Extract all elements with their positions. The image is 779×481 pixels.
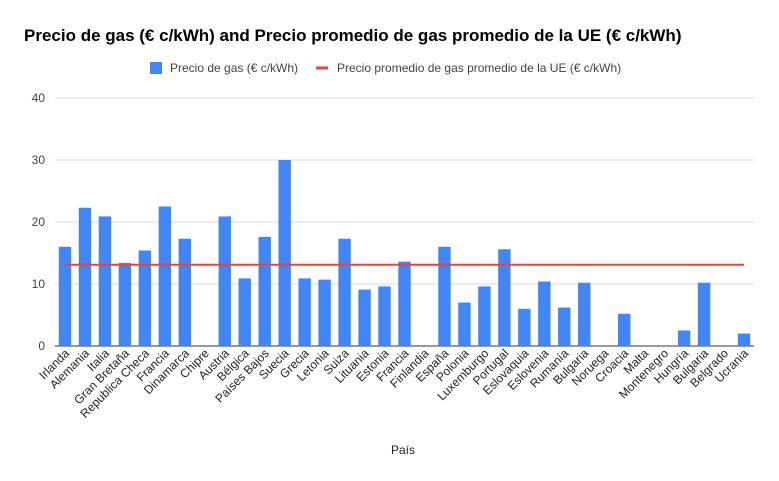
x-axis-label: País — [391, 443, 415, 457]
bar — [697, 282, 711, 346]
bar — [398, 261, 411, 346]
bar — [78, 207, 92, 346]
bar — [218, 216, 231, 346]
bar — [558, 307, 571, 346]
bar — [158, 206, 172, 346]
legend-swatch-line — [316, 66, 328, 70]
y-tick-label: 10 — [32, 277, 46, 291]
bar — [677, 330, 691, 346]
bar — [538, 281, 551, 346]
bar — [498, 249, 511, 346]
y-tick-label: 0 — [38, 339, 45, 353]
bar — [278, 160, 291, 346]
y-tick-label: 40 — [32, 91, 46, 105]
bar — [238, 278, 251, 346]
bar — [258, 236, 271, 346]
bar — [438, 246, 451, 346]
legend-label-bar: Precio de gas (€ c/kWh) — [170, 61, 298, 75]
bar — [478, 286, 491, 346]
bar — [358, 289, 371, 346]
legend: Precio de gas (€ c/kWh) Precio promedio … — [150, 61, 621, 75]
bars — [58, 160, 751, 346]
bar — [58, 246, 72, 346]
bar — [98, 216, 112, 346]
chart-title: Precio de gas (€ c/kWh) and Precio prome… — [24, 26, 681, 45]
y-tick-label: 30 — [32, 153, 46, 167]
bar — [578, 282, 591, 346]
bar — [118, 262, 132, 346]
legend-label-line: Precio promedio de gas promedio de la UE… — [337, 61, 621, 75]
y-tick-label: 20 — [32, 215, 46, 229]
bar — [338, 238, 351, 346]
legend-swatch-bar — [150, 62, 162, 74]
bar — [617, 313, 631, 346]
bar — [378, 286, 391, 346]
bar — [178, 238, 192, 346]
bar — [318, 279, 331, 346]
bar — [458, 302, 471, 346]
bar — [298, 278, 311, 346]
bar — [737, 333, 751, 346]
y-axis-ticks: 0 10 20 30 40 — [32, 91, 46, 353]
gridlines — [55, 97, 754, 347]
bar — [138, 250, 152, 346]
bar — [518, 308, 531, 346]
